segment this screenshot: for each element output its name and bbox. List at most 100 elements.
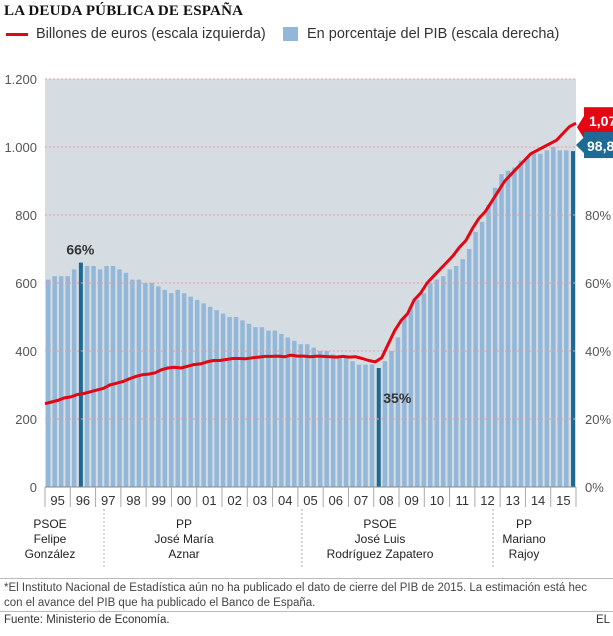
x-tick-label: 11 (455, 493, 469, 508)
period-gonzalez: PSOE Felipe González (25, 517, 76, 562)
pct-bar (78, 262, 83, 487)
x-tick-label: 12 (480, 493, 494, 508)
x-tick-label: 01 (202, 493, 216, 508)
pct-bar (162, 289, 168, 487)
pct-bar (376, 368, 381, 487)
period-name-first: José María (154, 532, 214, 546)
pct-bar (350, 361, 355, 487)
debt-line (44, 121, 577, 406)
pct-bar (363, 364, 368, 487)
pct-bar (317, 351, 323, 487)
period-name-last: Aznar (168, 547, 200, 561)
pct-bar (194, 300, 200, 487)
pct-bar (71, 269, 77, 487)
pct-bar (279, 334, 284, 487)
pct-bar (564, 150, 569, 487)
y-right-tick-label: 80% (585, 208, 611, 223)
pct-bar (356, 364, 362, 487)
pct-bar (518, 160, 524, 487)
pct-bar (512, 167, 517, 487)
footnote: *El Instituto Nacional de Estadística aú… (4, 581, 613, 611)
pct-bar (272, 330, 278, 487)
pct-bar (311, 347, 316, 487)
pct-bar (408, 306, 414, 487)
x-tick-label: 96 (76, 493, 90, 508)
pct-bar (169, 293, 174, 487)
x-tick-label: 04 (278, 493, 292, 508)
x-tick-label: 13 (506, 493, 520, 508)
x-tick-label: 10 (430, 493, 444, 508)
pct-bar (330, 354, 336, 487)
period-party: PSOE (363, 517, 397, 531)
y-right-tick-label: 40% (585, 344, 611, 359)
x-tick-label: 98 (126, 493, 140, 508)
pct-bar (149, 283, 155, 487)
pct-bar (233, 317, 239, 487)
pct-bar (441, 276, 446, 487)
pct-bar (499, 174, 504, 487)
pct-bar (298, 344, 304, 487)
x-tick-label: 97 (101, 493, 115, 508)
pct-bar (460, 259, 465, 487)
y-left-tick-label: 400 (15, 344, 37, 359)
pct-bar (571, 151, 576, 487)
divider-top (0, 578, 613, 579)
x-tick-label: 07 (354, 493, 368, 508)
debt-badge-pointer (577, 114, 585, 141)
period-zapatero: PSOE José Luis Rodríguez Zapatero (327, 517, 434, 562)
pct-bar (382, 361, 388, 487)
pct-bar (557, 150, 563, 487)
pct-bar (292, 340, 297, 487)
x-tick-label: 15 (556, 493, 570, 508)
pct-bar (538, 153, 543, 488)
pct-bar (505, 170, 511, 488)
pct-badge-pointer (576, 136, 585, 155)
x-tick-label: 02 (227, 493, 241, 508)
pct-bar (551, 147, 556, 487)
pct-bar (434, 279, 440, 487)
pct-bar (136, 279, 142, 487)
y-left-tick-label: 600 (15, 276, 37, 291)
pct-bar (389, 351, 394, 487)
period-name-last: González (24, 547, 76, 561)
pct-bar (402, 317, 407, 487)
pct-bar (175, 289, 180, 487)
pct-bar (104, 266, 109, 487)
pct-bar (240, 320, 245, 487)
pct-bar (253, 327, 258, 487)
pct-bar (143, 283, 148, 487)
pct-bar (52, 276, 57, 487)
pct-bar (544, 150, 550, 487)
debt-badge-value: 1,07 (589, 113, 613, 129)
pct-bar (337, 357, 342, 487)
y-left-tick-label: 200 (15, 412, 37, 427)
pct-bar (466, 249, 472, 487)
period-name-last: Rajoy (508, 547, 540, 561)
y-right-tick-label: 60% (585, 276, 611, 291)
y-left-tick-label: 1.200 (4, 72, 37, 87)
pct-bar (343, 357, 349, 487)
source: Fuente: Ministerio de Economía. (4, 614, 170, 626)
pct-bar (110, 266, 116, 487)
pct-bar (156, 286, 161, 487)
pct-bar (91, 266, 96, 487)
pct-bar (227, 317, 232, 487)
period-party: PP (175, 517, 193, 531)
x-tick-label: 95 (50, 493, 64, 508)
pct-bar (285, 337, 291, 487)
pct-bar (421, 293, 427, 487)
pct-bar (65, 276, 70, 487)
pct-bar (531, 153, 537, 488)
brand-logo-text: EL (596, 614, 611, 626)
pct-bar (428, 283, 433, 487)
legend-swatch-line (6, 33, 28, 36)
legend-label-pct: En porcentaje del PIB (escala derecha) (307, 26, 560, 42)
pct-bar (259, 327, 265, 487)
pct-bar (447, 269, 452, 487)
pct-bar (84, 266, 90, 487)
debt-badge (584, 107, 613, 134)
pct-badge-value: 98,8 (587, 138, 613, 154)
pct-bar (97, 269, 103, 487)
pct-bar (181, 293, 187, 487)
pct-bar (369, 364, 375, 487)
